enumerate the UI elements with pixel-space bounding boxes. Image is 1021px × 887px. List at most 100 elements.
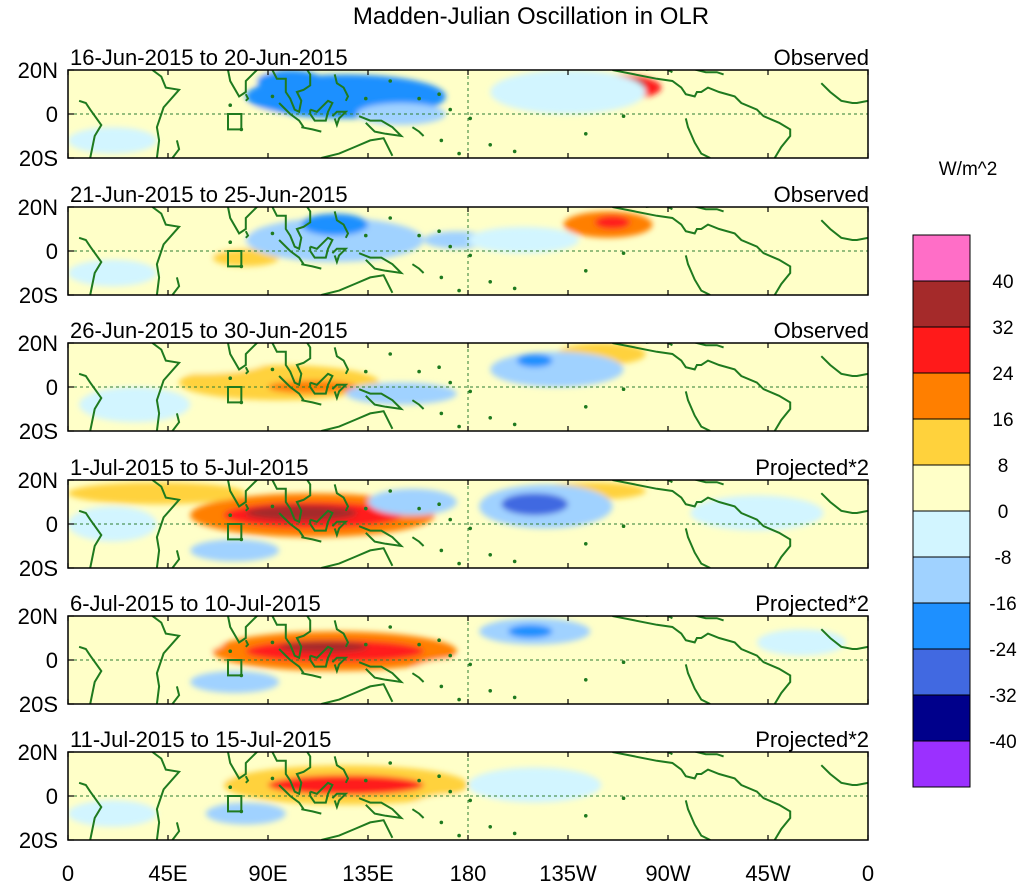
island	[439, 820, 444, 825]
island	[363, 506, 368, 511]
coastline	[171, 413, 181, 431]
colorbar-swatch	[912, 694, 971, 742]
island	[270, 231, 275, 236]
colorbar-level-label: 24	[992, 364, 1014, 385]
island	[512, 422, 517, 427]
coastline	[244, 230, 250, 239]
coastline	[684, 800, 711, 840]
coastline	[226, 207, 260, 235]
coastline	[271, 480, 312, 524]
coastline	[301, 808, 322, 815]
coastline	[278, 239, 305, 265]
island	[468, 389, 473, 394]
coastline	[151, 207, 182, 295]
island	[457, 424, 461, 429]
anomaly-region	[112, 222, 268, 258]
island	[388, 625, 393, 629]
coastline	[171, 686, 181, 704]
coastline	[321, 274, 394, 295]
y-tick-label: 0	[46, 375, 58, 400]
anomaly-region	[345, 382, 457, 405]
island	[270, 94, 275, 99]
island	[228, 649, 233, 653]
coastline	[331, 792, 349, 811]
coastline	[171, 277, 181, 295]
colorbar-swatch	[912, 280, 971, 328]
coastline	[309, 99, 334, 122]
coastline	[692, 343, 724, 349]
island	[388, 761, 393, 765]
anomaly-region	[256, 70, 324, 92]
x-tick-label: 0	[862, 861, 874, 886]
coastline	[333, 620, 350, 648]
coastline	[244, 366, 250, 375]
island	[457, 833, 461, 838]
anomaly-region	[101, 760, 235, 788]
coastline	[78, 372, 103, 431]
colorbar-level-label: -24	[989, 640, 1017, 661]
island	[488, 143, 493, 147]
island	[583, 814, 588, 818]
island	[439, 411, 444, 416]
coastline	[151, 343, 182, 431]
reference-box	[227, 250, 243, 268]
island	[388, 352, 393, 356]
anomaly-field	[68, 70, 868, 158]
anomaly-field	[68, 343, 868, 431]
y-tick-label: 20N	[18, 195, 58, 220]
colorbar-swatch	[912, 372, 971, 420]
panel-date-range: 21-Jun-2015 to 25-Jun-2015	[70, 182, 348, 207]
coastline	[301, 399, 322, 406]
x-tick-label: 135E	[342, 861, 393, 886]
panel: 20N 0 20S 21-Jun-2015 to 25-Jun-2015 Observe…	[18, 182, 869, 308]
island	[417, 778, 421, 783]
coastlines	[78, 752, 868, 840]
coastline	[358, 388, 405, 411]
anomaly-region	[68, 127, 157, 154]
colorbar-unit-label: W/m^2	[939, 159, 998, 180]
y-tick-label: 0	[46, 784, 58, 809]
panel-date-range: 26-Jun-2015 to 30-Jun-2015	[70, 318, 348, 343]
coastline	[331, 247, 349, 266]
coastline	[151, 70, 182, 158]
anomaly-region	[268, 775, 424, 795]
coastline	[692, 616, 724, 622]
y-tick-label: 20N	[18, 604, 58, 629]
y-tick-label: 0	[46, 239, 58, 264]
x-tick-label: 90E	[248, 861, 287, 886]
colorbar-swatch	[912, 740, 971, 788]
coastline	[333, 211, 350, 239]
panel-type-label: Observed	[774, 45, 869, 70]
panel: 20N 0 20S 11-Jul-2015 to 15-Jul-2015 Project…	[18, 727, 869, 853]
colorbar-swatch	[912, 418, 971, 466]
y-tick-label: 20N	[18, 58, 58, 83]
coastline	[358, 115, 405, 138]
island	[437, 92, 441, 96]
coastline	[271, 616, 312, 660]
island	[417, 96, 421, 101]
panel: 20N 0 20S 6-Jul-2015 to 10-Jul-2015 Projecte…	[18, 591, 869, 717]
coastline	[331, 110, 349, 129]
coastline	[309, 236, 334, 259]
island	[363, 642, 368, 647]
coastline	[692, 70, 724, 76]
panels-group: 20N 0 20S 16-Jun-2015 to 20-Jun-2015 Observe…	[18, 45, 869, 853]
anomaly-region	[468, 226, 580, 254]
island	[448, 517, 453, 522]
coastline	[226, 616, 260, 644]
coastline	[684, 118, 711, 158]
coastline	[244, 639, 250, 648]
coastline	[271, 70, 312, 114]
coastline	[612, 752, 792, 840]
anomaly-region	[134, 347, 268, 374]
y-tick-label: 20S	[19, 419, 58, 444]
island	[439, 548, 444, 553]
y-tick-label: 20S	[19, 692, 58, 717]
island	[388, 79, 393, 83]
coastline	[301, 536, 322, 543]
x-tick-label: 135W	[539, 861, 597, 886]
island	[457, 288, 461, 293]
panel: 20N 0 20S 1-Jul-2015 to 5-Jul-2015 Projected…	[18, 455, 869, 581]
anomaly-region	[412, 793, 502, 821]
island	[439, 275, 444, 280]
